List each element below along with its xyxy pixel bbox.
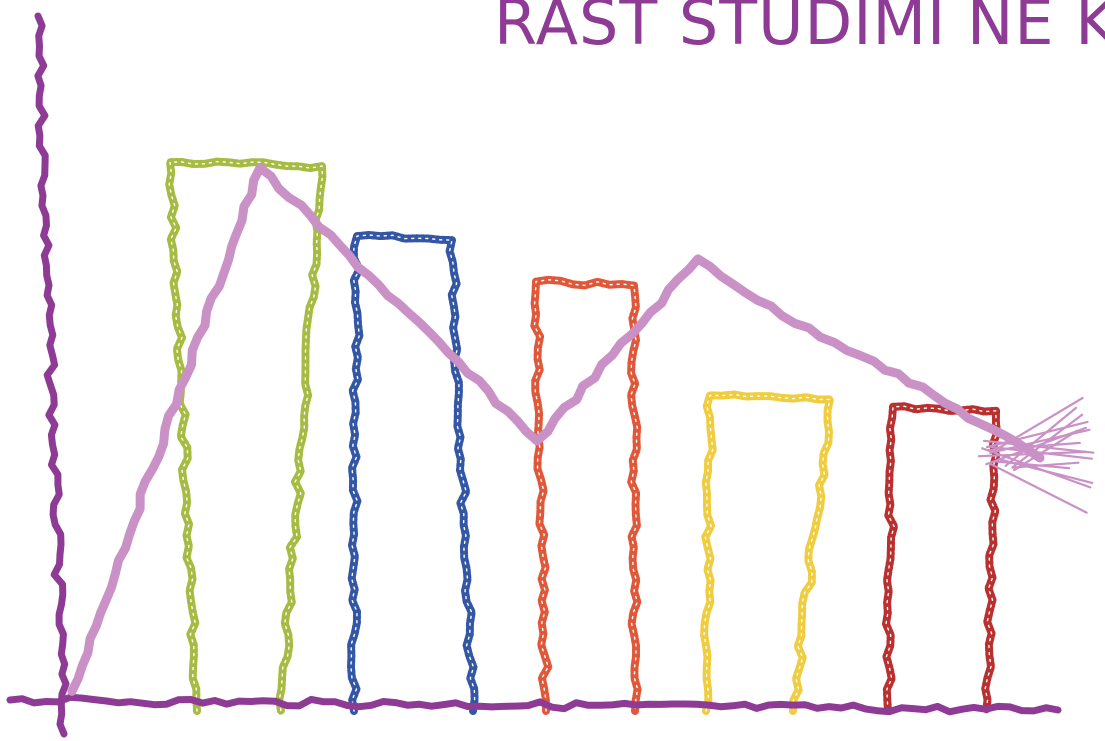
- bar-1-texture: [168, 160, 324, 712]
- arrowhead-stroke: [985, 420, 1089, 449]
- trend-point-3: [533, 437, 541, 445]
- arrowhead-stroke: [1012, 429, 1079, 472]
- trend-point-4: [694, 255, 702, 263]
- trend-point-6: [870, 357, 878, 365]
- arrowhead-stroke: [985, 426, 1088, 466]
- arrowhead-stroke: [1011, 413, 1084, 469]
- axes-layer: [6, 12, 1062, 738]
- arrowhead-stroke: [989, 396, 1084, 455]
- arrowhead-stroke: [1011, 461, 1080, 469]
- arrowhead-stroke: [994, 460, 1071, 470]
- trend-point-2: [256, 164, 264, 172]
- arrowhead-stroke: [989, 463, 1088, 514]
- bar-4: [700, 390, 834, 715]
- x-axis: [6, 693, 1062, 716]
- trend-layer: [67, 163, 1095, 696]
- bar-2: [347, 231, 479, 715]
- chart-title: RAST STUDIMI NE K: [494, 0, 1105, 59]
- trend-line: [67, 163, 1045, 696]
- bar-5-texture: [885, 405, 998, 712]
- bar-2-texture: [350, 234, 476, 712]
- bar-5: [882, 402, 1001, 715]
- trend-point-1: [68, 687, 76, 695]
- trend-arrowhead: [977, 396, 1095, 514]
- bars-layer: [165, 157, 1001, 715]
- arrowhead-stroke: [1004, 406, 1078, 467]
- y-axis: [34, 12, 70, 738]
- bar-3-texture: [533, 279, 639, 712]
- arrowhead-stroke: [977, 450, 1087, 458]
- trend-point-5: [778, 312, 786, 320]
